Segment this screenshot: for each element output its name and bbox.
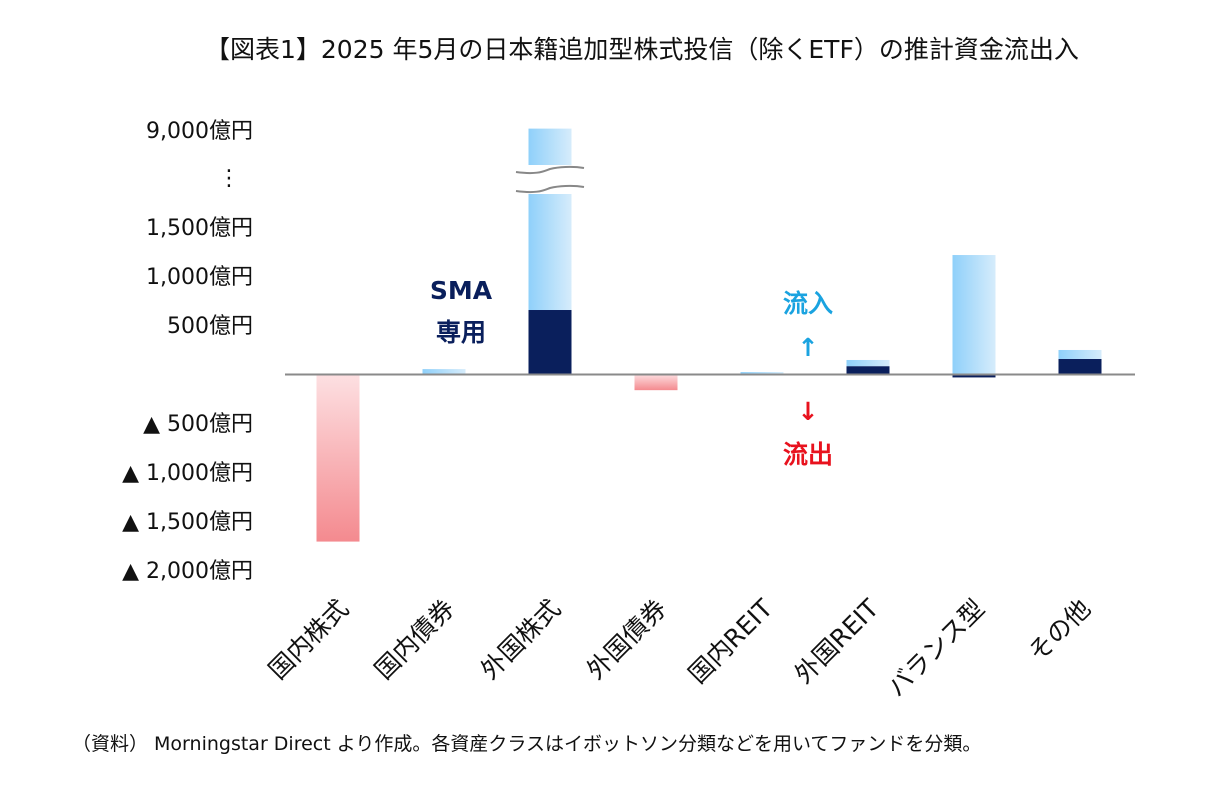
- bar-segment: [528, 128, 572, 311]
- y-tick-label: 500億円: [167, 314, 253, 339]
- footnote: （資料） Morningstar Direct より作成。各資産クラスはイボット…: [72, 733, 981, 755]
- x-tick-label: 国内REIT: [683, 593, 779, 689]
- y-tick-label: ⋮: [218, 166, 240, 191]
- bar-segment: [740, 372, 784, 374]
- y-tick-label: 9,000億円: [146, 119, 253, 144]
- outflow-arrow-icon: ↓: [798, 397, 819, 426]
- bar-segment: [846, 359, 890, 367]
- annotation-sma-line1: SMA: [430, 276, 493, 305]
- x-tick-label: その他: [1023, 594, 1097, 668]
- bar-segment: [952, 255, 996, 374]
- x-tick-label: 国内債券: [369, 594, 460, 685]
- axis-break-gap: [526, 171, 574, 188]
- bar-segment: [1058, 349, 1102, 360]
- bar-sma-segment: [1058, 359, 1102, 374]
- bar-sma-segment: [952, 374, 996, 378]
- bar-segment: [422, 369, 466, 374]
- annotation-sma-line2: 専用: [436, 318, 486, 347]
- y-tick-label: 1,000億円: [146, 265, 253, 290]
- y-tick-label: ▲ 2,000億円: [122, 559, 253, 584]
- bar-segment: [634, 374, 678, 391]
- axis-break-mark: [515, 184, 585, 194]
- chart-title: 【図表1】2025 年5月の日本籍追加型株式投信（除くETF）の推計資金流出入: [205, 35, 1079, 64]
- y-tick-label: ▲ 1,000億円: [122, 461, 253, 486]
- inflow-arrow-icon: ↑: [798, 333, 819, 362]
- bar-sma-segment: [528, 310, 572, 374]
- annotation-inflow: 流入: [783, 289, 833, 318]
- bar-sma-segment: [846, 366, 890, 374]
- bars: [316, 128, 1102, 542]
- x-tick-label: バランス型: [882, 594, 991, 703]
- x-tick-label: 外国株式: [475, 594, 566, 685]
- x-tick-label: 国内株式: [263, 594, 354, 685]
- annotation-outflow: 流出: [783, 440, 833, 469]
- axis-break-mark: [515, 165, 585, 175]
- y-tick-label: ▲ 500億円: [143, 412, 253, 437]
- annotations: SMA 専用 流入 ↑ ↓ 流出: [430, 276, 833, 469]
- x-tick-label: 外国REIT: [789, 593, 885, 689]
- x-tick-label: 外国債券: [581, 594, 672, 685]
- bar-segment: [316, 374, 360, 542]
- y-tick-label: 1,500億円: [146, 216, 253, 241]
- y-axis: 9,000億円 ⋮ 1,500億円 1,000億円 500億円 ▲ 500億円 ▲ 1,00…: [122, 119, 253, 584]
- y-tick-label: ▲ 1,500億円: [122, 510, 253, 535]
